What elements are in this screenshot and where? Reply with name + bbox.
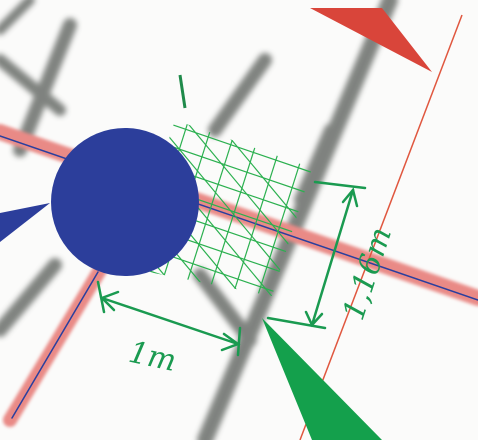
red-marker <box>310 8 432 72</box>
blue-circle <box>51 128 199 276</box>
red-line <box>299 14 463 440</box>
dimension-lines <box>96 180 367 357</box>
gray-roads <box>0 0 398 440</box>
blue-marker <box>0 203 50 242</box>
green-marker <box>262 318 382 440</box>
tick <box>178 74 187 109</box>
